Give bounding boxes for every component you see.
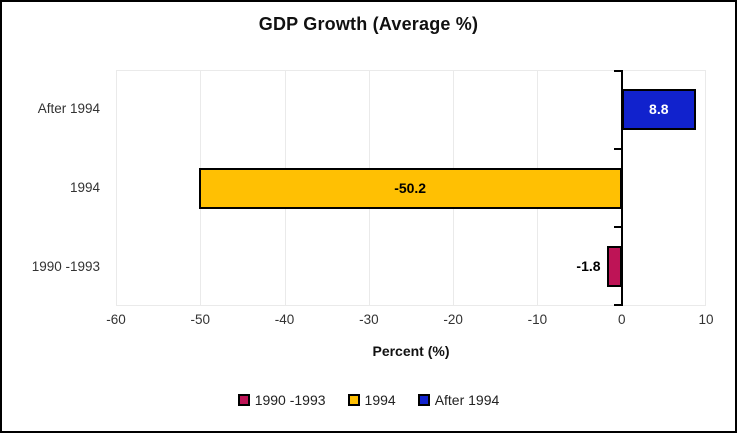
axis-tick: [613, 148, 621, 150]
x-tick-label: -30: [359, 312, 379, 327]
y-axis-line: [620, 70, 623, 306]
bar-1990-1993: [606, 246, 622, 288]
legend-item: After 1994: [417, 392, 500, 408]
gridline: [116, 70, 117, 306]
legend-item: 1990 -1993: [237, 392, 326, 408]
legend: 1990 -1993 1994 After 1994: [2, 392, 735, 408]
bar-after-1994: [621, 88, 696, 130]
x-tick-label: -10: [527, 312, 548, 327]
category-label: 1990 -1993: [31, 258, 100, 274]
value-label: -1.8: [576, 258, 601, 275]
bar-1994: [198, 167, 622, 209]
x-tick-label: -20: [443, 312, 463, 327]
legend-item: 1994: [347, 392, 396, 408]
value-label: 8.8: [649, 100, 669, 117]
plot-area: 8.8 -50.2 -1.8: [116, 70, 706, 306]
category-label: 1994: [69, 180, 100, 195]
gridline: [705, 70, 706, 306]
plot-border-top: [116, 70, 706, 71]
axis-tick: [613, 226, 621, 228]
legend-item-label: 1990 -1993: [254, 392, 326, 408]
legend-swatch: [347, 394, 360, 406]
x-axis-title: Percent (%): [372, 343, 450, 359]
category-label: After 1994: [37, 101, 100, 117]
x-tick-label: -40: [274, 312, 295, 327]
x-tick-label: -50: [190, 312, 211, 327]
legend-item-label: After 1994: [434, 392, 500, 408]
legend-item-label: 1994: [364, 392, 396, 408]
x-tick-label: -60: [106, 312, 126, 327]
x-tick-label: 0: [617, 312, 626, 327]
x-tick-label: 10: [698, 312, 714, 327]
legend-swatch: [417, 394, 430, 406]
plot-border-bottom: [116, 305, 706, 306]
legend-swatch: [237, 394, 250, 406]
axis-tick: [613, 70, 621, 72]
axis-tick: [613, 304, 621, 306]
value-label: -50.2: [394, 179, 427, 196]
chart-title: GDP Growth (Average %): [258, 14, 479, 34]
